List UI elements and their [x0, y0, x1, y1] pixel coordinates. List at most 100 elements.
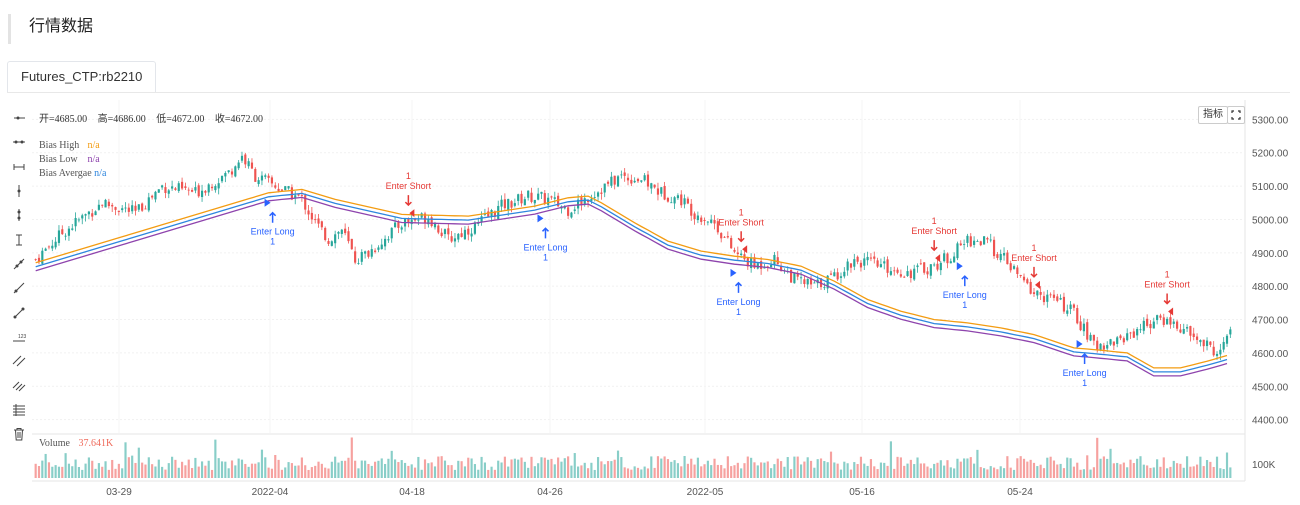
candle-body — [71, 228, 74, 230]
volume-bar — [237, 458, 240, 478]
volume-bar — [487, 469, 490, 478]
signal-label: Enter Long — [943, 290, 987, 300]
volume-bar — [307, 469, 310, 478]
vertical-line-tool[interactable] — [8, 179, 30, 203]
candle-body — [144, 208, 147, 210]
signal-qty: 1 — [962, 300, 967, 310]
candle-body — [1146, 318, 1149, 326]
vertical-ray-tool[interactable] — [8, 203, 30, 227]
candle-body — [61, 229, 64, 235]
volume-bar — [866, 465, 869, 478]
fullscreen-button[interactable] — [1227, 106, 1245, 124]
candle-body — [184, 186, 187, 188]
volume-bar — [829, 451, 833, 478]
price-label-tool[interactable]: 123 — [8, 325, 30, 349]
horizontal-lines-tool[interactable] — [8, 398, 30, 422]
volume-bar — [210, 469, 214, 478]
candle-body — [896, 269, 899, 273]
candle-body — [1222, 341, 1225, 350]
tab-futures-rb2210[interactable]: Futures_CTP:rb2210 — [7, 61, 157, 92]
arrow-down-icon — [404, 195, 412, 207]
volume-bar — [137, 447, 140, 478]
ray-line-tool[interactable] — [8, 276, 30, 300]
volume-bar — [387, 458, 390, 478]
segment-line-icon — [13, 307, 25, 319]
volume-bar — [151, 464, 154, 478]
trend-line-tool[interactable] — [8, 252, 30, 276]
vertical-segment-tool[interactable] — [8, 227, 30, 251]
legend-bias-average[interactable]: Bias Avergae n/a — [39, 168, 107, 179]
candle-body — [1062, 296, 1066, 312]
volume-bar — [766, 461, 769, 478]
horizontal-line-tool[interactable] — [8, 130, 30, 154]
segment-line-tool[interactable] — [8, 300, 30, 324]
candle-body — [460, 233, 463, 237]
candle-body — [992, 239, 996, 257]
candle-body — [267, 175, 270, 178]
vertical-line-icon — [17, 185, 21, 198]
candle-body — [190, 190, 194, 192]
candle-body — [1219, 349, 1222, 355]
fib-channel-tool[interactable] — [8, 373, 30, 397]
arrow-down-icon — [930, 240, 938, 252]
candle-body — [1099, 343, 1102, 351]
candle-body — [1179, 329, 1182, 333]
volume-bar — [47, 462, 51, 478]
volume-bar — [310, 467, 313, 478]
volume-bars — [34, 437, 1232, 478]
candle-body — [1129, 332, 1132, 334]
legend-bias-low[interactable]: Bias Low n/a — [39, 154, 100, 165]
candle-body — [297, 194, 300, 196]
candle-body — [823, 287, 826, 289]
candle-body — [1166, 318, 1169, 325]
candle-body — [726, 236, 729, 238]
indicator-button[interactable]: 指标 — [1198, 106, 1228, 124]
candle-body — [833, 272, 836, 277]
candle-body — [1116, 337, 1119, 344]
volume-bar — [171, 456, 174, 478]
legend-bias-high[interactable]: Bias High n/a — [39, 140, 100, 151]
volume-bar — [1205, 460, 1209, 478]
candle-body — [307, 210, 310, 215]
signal-marker — [537, 214, 544, 223]
candle-body — [906, 271, 909, 276]
candle-body — [84, 214, 87, 216]
candle-body — [1029, 281, 1032, 294]
candle-body — [626, 177, 630, 181]
candle-body — [773, 254, 776, 265]
volume-bar — [949, 467, 952, 478]
horizontal-ray-tool[interactable] — [8, 106, 30, 130]
candle-body — [344, 228, 347, 234]
trash-tool[interactable] — [8, 422, 30, 446]
candle-body — [387, 239, 390, 241]
parallel-channel-tool[interactable] — [8, 349, 30, 373]
volume-bar — [537, 463, 540, 478]
candle-body — [553, 197, 556, 199]
volume-bar — [773, 464, 776, 478]
horizontal-segment-tool[interactable] — [8, 155, 30, 179]
volume-bar — [1066, 457, 1069, 478]
volume-bar — [1222, 469, 1225, 478]
volume-bar — [104, 461, 107, 478]
volume-bar — [420, 469, 423, 478]
candle-body — [497, 205, 500, 220]
volume-bar — [1202, 466, 1205, 478]
candle-body — [540, 191, 543, 194]
candle-body — [756, 263, 759, 269]
candle-body — [789, 269, 793, 283]
candle-body — [314, 219, 317, 221]
candle-body — [916, 265, 919, 268]
volume-bar — [1099, 458, 1102, 478]
candle-body — [1006, 252, 1009, 265]
